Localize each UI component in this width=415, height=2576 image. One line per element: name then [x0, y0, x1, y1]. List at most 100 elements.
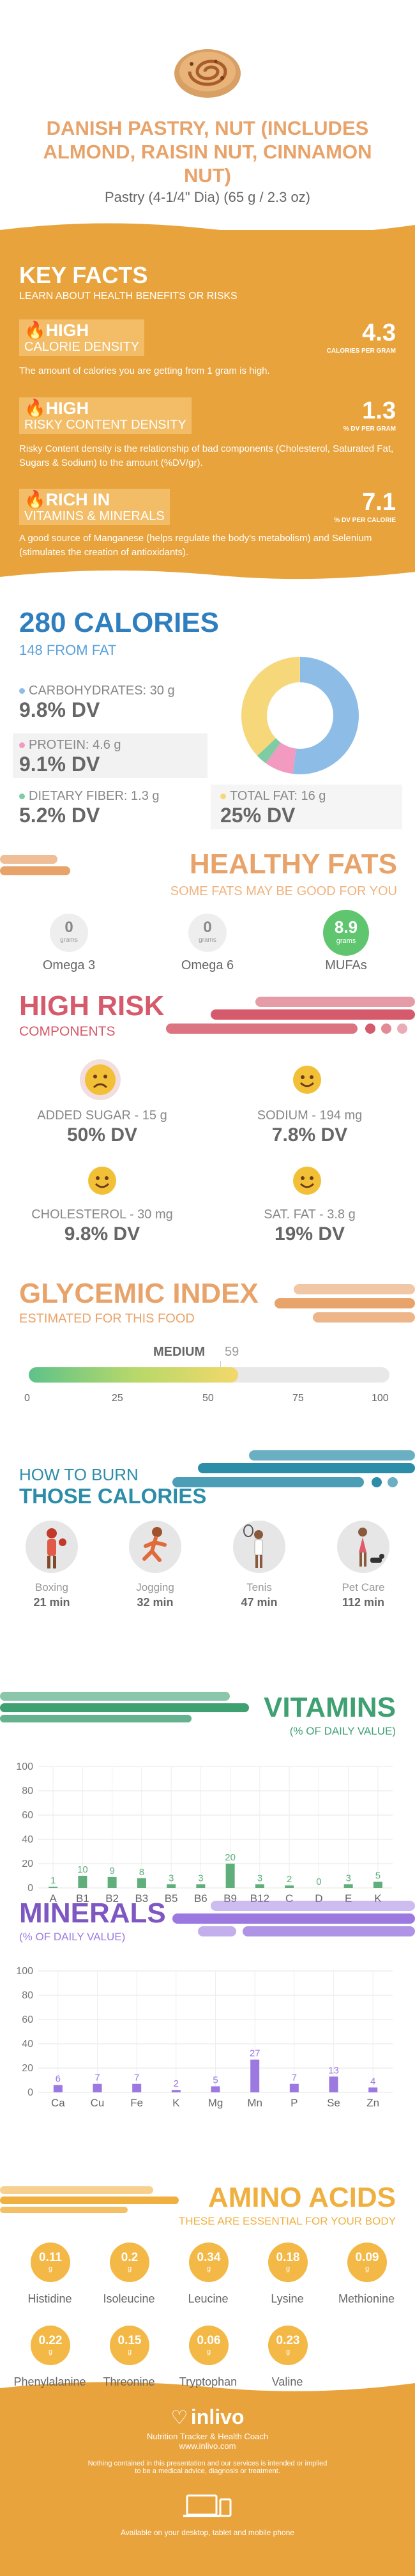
bar-value-label: 7: [292, 2073, 297, 2083]
y-tick-label: 40: [22, 2039, 33, 2050]
nutrient-dv: 5.2% DV: [19, 804, 100, 827]
pet-care-label: Pet Care: [342, 1581, 385, 1593]
x-tick-label: Ca: [51, 2097, 65, 2109]
omega6-circle: 0 grams: [188, 914, 227, 952]
mineral-bar-Zn: [368, 2087, 378, 2092]
y-tick-label: 80: [22, 1990, 33, 2001]
omega3-value: 0: [64, 919, 73, 936]
vitamin-bar-K: [373, 1882, 382, 1888]
healthy-fats-subtitle: SOME FATS MAY BE GOOD FOR YOU: [170, 884, 397, 898]
fat-slice: [241, 657, 359, 774]
calories-title: 280 CALORIES: [19, 607, 219, 638]
happy-face-icon: [293, 1167, 321, 1195]
vitamin-bar-A: [49, 1887, 58, 1888]
protein-stat: PROTEIN: 4.6 g 9.1% DV: [19, 738, 121, 776]
y-tick-label: 40: [22, 1834, 33, 1845]
bar-value-label: 6: [56, 2074, 61, 2085]
footer: ♡ inlivo Nutrition Tracker & Health Coac…: [0, 2399, 415, 2576]
omega3-circle: 0 grams: [50, 914, 88, 952]
amino-unit: g: [285, 2265, 290, 2273]
amino-value: 0.06: [197, 2334, 221, 2347]
amino-label: Valine: [271, 2375, 303, 2388]
vitamin-bar-B5: [167, 1884, 176, 1888]
added-sugar-face-bg: [80, 1059, 121, 1100]
omega6-value: 0: [203, 919, 212, 936]
bar-value-label: 3: [198, 1873, 203, 1883]
amino-unit: g: [127, 2348, 132, 2356]
amino-unit: g: [206, 2348, 211, 2356]
glycemic-subtitle: ESTIMATED FOR THIS FOOD: [19, 1312, 195, 1326]
omega3-label: Omega 3: [42, 958, 96, 972]
calories-from-fat: 148 FROM FAT: [19, 642, 117, 658]
sad-face-icon: [85, 1064, 116, 1095]
y-tick-label: 60: [22, 2014, 33, 2025]
glycemic-tick: 50: [202, 1393, 214, 1404]
fiber-dot: [19, 793, 25, 800]
happy-face-icon: [88, 1167, 116, 1195]
bar-value-label: 2: [287, 1874, 292, 1885]
footer-logo: ♡ inlivo: [0, 2405, 415, 2429]
amino-circle: 0.06 g: [189, 2326, 229, 2365]
y-tick-label: 100: [16, 1761, 33, 1772]
bar-value-label: 7: [94, 2073, 100, 2083]
calorie-density-tag: 🔥HIGH CALORIE DENSITY: [19, 319, 145, 356]
sodium-label: SODIUM - 194 mg: [257, 1108, 363, 1123]
mineral-bar-Se: [329, 2076, 338, 2092]
amino-label: Leucine: [188, 2292, 229, 2305]
amino-circle: 0.23 g: [268, 2326, 308, 2365]
bar-value-label: 13: [328, 2065, 339, 2076]
vitamins-decoration: [0, 1692, 249, 1722]
amino-value: 0.11: [39, 2251, 62, 2264]
glycemic-fill: [29, 1367, 238, 1383]
bar-value-label: 10: [77, 1864, 88, 1875]
vitamin-bar-B1: [78, 1876, 87, 1888]
bar-value-label: 4: [370, 2076, 375, 2087]
bar-value-label: 2: [174, 2078, 179, 2089]
amino-unit: g: [206, 2265, 211, 2273]
vitamin-bar-B9: [225, 1864, 235, 1888]
mufa-circle: 8.9 grams: [323, 910, 369, 956]
key-facts-subtitle: LEARN ABOUT HEALTH BENEFITS OR RISKS: [19, 291, 238, 302]
jogging-icon: [129, 1521, 181, 1573]
y-tick-label: 20: [22, 2063, 33, 2074]
x-tick-label: Se: [327, 2097, 340, 2109]
fact-name: RISKY CONTENT DENSITY: [24, 418, 186, 432]
heart-icon: ♡: [170, 2407, 188, 2428]
mufa-label: MUFAs: [325, 958, 367, 972]
sat-fat-face-bg: [290, 1164, 324, 1197]
amino-label: Histidine: [27, 2292, 72, 2305]
y-tick-label: 100: [16, 1966, 33, 1977]
nutrient-dv: 9.8% DV: [19, 698, 100, 721]
serving-size: Pastry (4-1/4" Dia) (65 g / 2.3 oz): [104, 189, 311, 205]
amino-value: 0.15: [117, 2334, 142, 2347]
x-tick-label: A: [49, 1892, 57, 1905]
burn-decoration: [172, 1450, 415, 1487]
vitamin-bar-B2: [107, 1876, 117, 1888]
bar-value-label: 9: [109, 1866, 114, 1876]
carbohydrates-stat: CARBOHYDRATES: 30 g 9.8% DV: [19, 684, 175, 722]
high-risk-decoration: [166, 997, 415, 1034]
sodium-face-bg: [290, 1063, 324, 1096]
amino-subtitle: THESE ARE ESSENTIAL FOR YOUR BODY: [178, 2215, 396, 2227]
minerals-decoration: [172, 1901, 415, 1936]
bar-value-label: 1: [50, 1875, 56, 1886]
vitamin-bar-C: [285, 1885, 294, 1888]
flame-icon: 🔥: [24, 399, 46, 418]
footer-url[interactable]: www.inlivo.com: [179, 2441, 236, 2451]
vitamin-bar-E: [343, 1884, 353, 1888]
x-tick-label: B6: [194, 1892, 207, 1905]
disclaimer-line: Nothing contained in this presentation a…: [87, 2460, 328, 2467]
bar-value-label: 27: [250, 2048, 260, 2059]
mineral-bar-P: [289, 2083, 299, 2092]
x-tick-label: B5: [165, 1892, 178, 1905]
x-tick-label: P: [290, 2097, 298, 2109]
fact-name: CALORIE DENSITY: [24, 340, 140, 354]
flame-icon: 🔥: [24, 490, 46, 509]
y-tick-label: 0: [27, 2087, 33, 2098]
nutrient-dv: 9.1% DV: [19, 753, 100, 776]
added-sugar-dv: 50% DV: [66, 1124, 138, 1146]
level-label: RICH IN: [45, 490, 110, 509]
pet-care-icon: [337, 1521, 389, 1573]
carbs-dot: [19, 688, 25, 694]
amino-value: 0.18: [276, 2251, 300, 2264]
